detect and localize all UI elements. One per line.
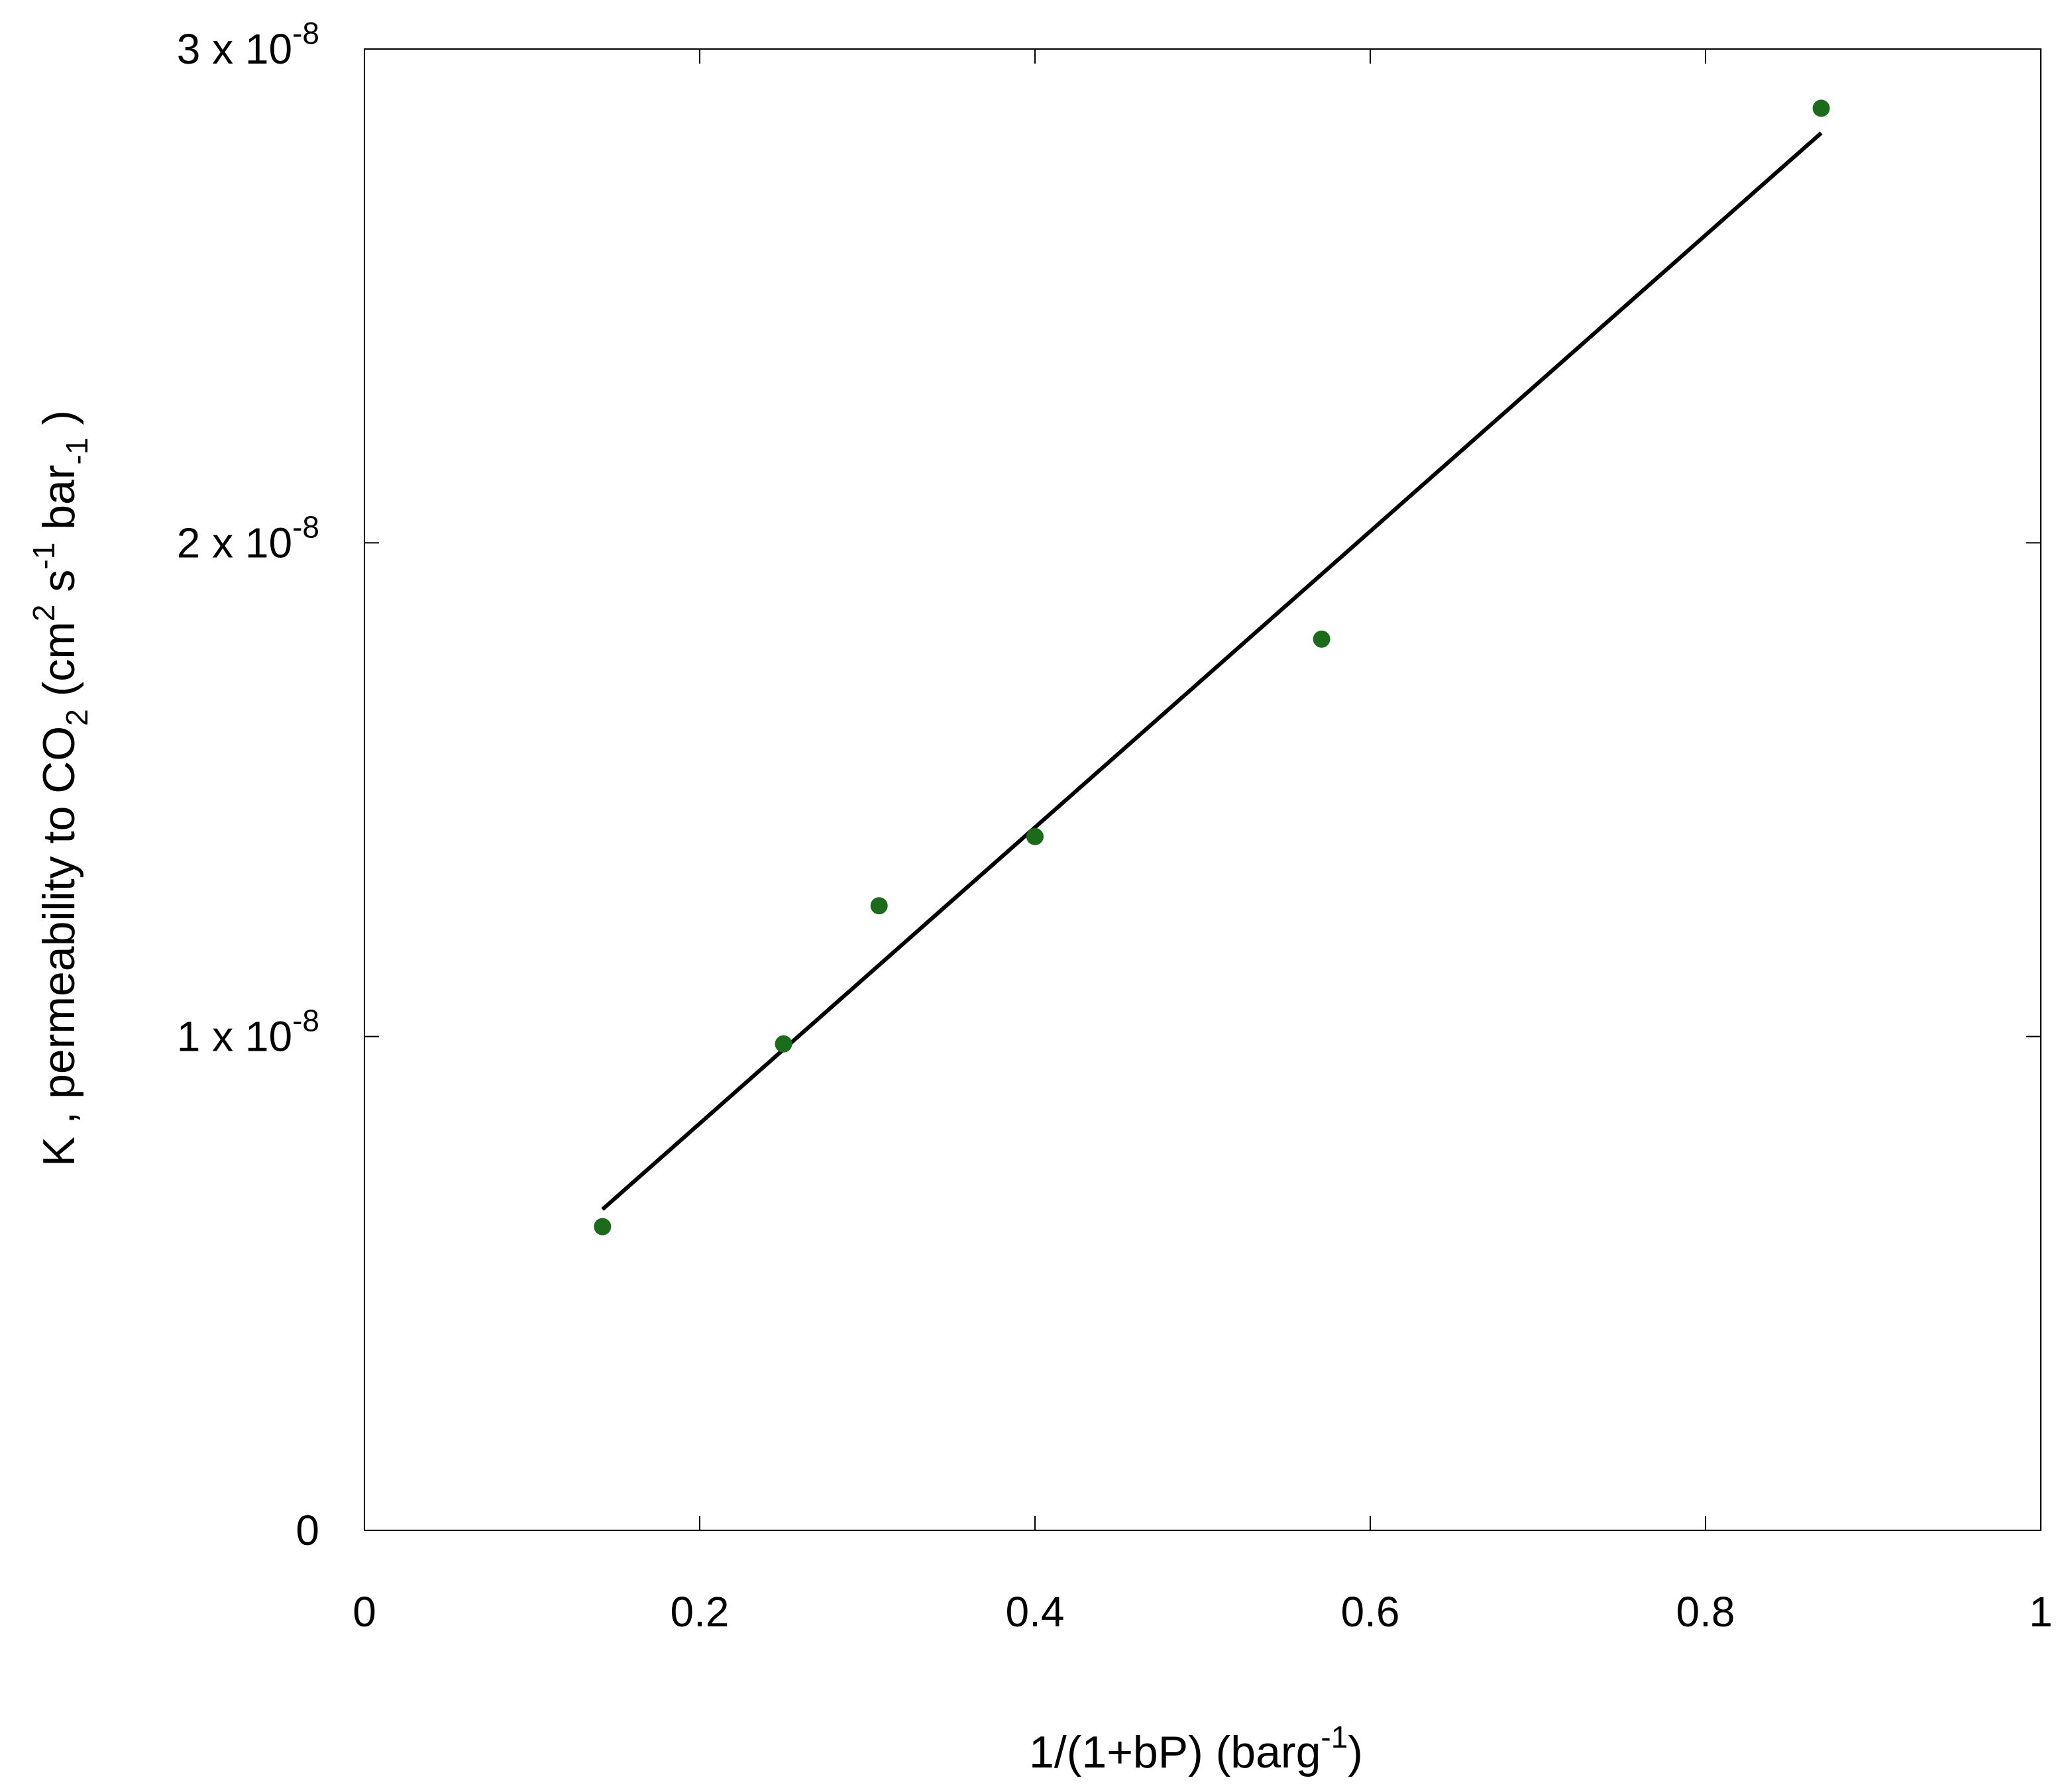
x-tick-label: 0.4 — [1006, 1588, 1065, 1636]
y-tick-label-base: 0 — [296, 1506, 319, 1554]
fit-lines — [601, 131, 1823, 1211]
x-axis-title: 1/(1+bP) (barg-1) — [1029, 1720, 1363, 1777]
y-tick-label-exponent: -8 — [292, 16, 319, 50]
plot-area-border — [364, 48, 2041, 1531]
y-tick-label-base: 2 x 10 — [177, 519, 292, 566]
y-tick-label: 3 x 10-8 — [177, 16, 319, 73]
data-point — [775, 1035, 792, 1053]
y-tick-label-exponent: -8 — [292, 1004, 319, 1038]
y-tick-label-exponent: -8 — [292, 509, 319, 544]
y-tick-label: 2 x 10-8 — [177, 509, 319, 566]
y-tick-label-base: 1 x 10 — [177, 1013, 292, 1061]
data-points — [594, 99, 1830, 1236]
data-point — [1812, 99, 1830, 117]
x-tick-label: 0.8 — [1676, 1588, 1735, 1636]
plot-frame — [364, 48, 2041, 1531]
x-tick-label: 1 — [2029, 1588, 2053, 1636]
y-axis-title: K , permeability to CO2 (cm2 s-1 bar-1 ) — [27, 410, 94, 1167]
y-tick-label-base: 3 x 10 — [177, 25, 292, 73]
data-point — [1026, 827, 1044, 845]
x-tick-label: 0.2 — [671, 1588, 730, 1636]
data-point — [1313, 630, 1331, 648]
y-tick-label: 1 x 10-8 — [177, 1004, 319, 1061]
axis-ticks: 0 0.2 0.4 0.6 0.8 101 x 10-82 x 10-83 x 10-8 — [177, 16, 2053, 1636]
y-tick-label: 0 — [296, 1506, 319, 1554]
fit-line — [601, 131, 1823, 1211]
x-tick-label: 0 — [353, 1588, 376, 1636]
data-point — [870, 897, 888, 915]
x-tick-label: 0.6 — [1341, 1588, 1400, 1636]
data-point — [594, 1218, 612, 1236]
